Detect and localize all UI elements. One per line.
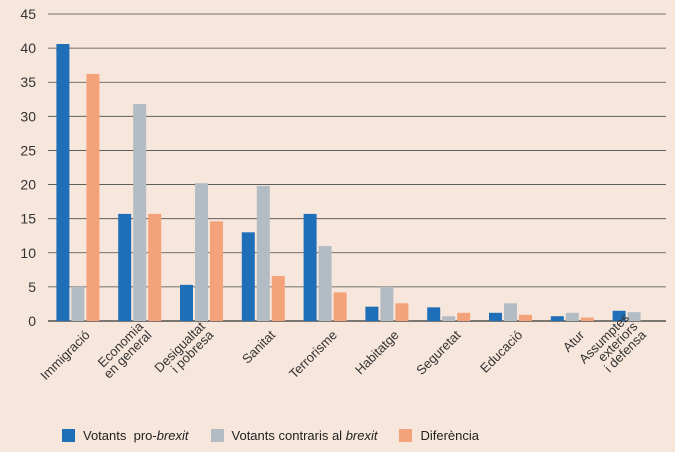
bar [550, 316, 564, 321]
x-tick-label: Habitatge [352, 327, 402, 377]
bar [580, 317, 594, 321]
bar [133, 104, 147, 321]
legend: Votants pro-brexit Votants contraris al b… [62, 428, 501, 443]
legend-label: Votants contraris al brexit [231, 428, 378, 443]
x-tick-label: Terrorisme [286, 327, 340, 381]
bar [519, 314, 532, 321]
x-tick-label: Economiaen general [92, 318, 155, 381]
legend-swatch [210, 429, 224, 442]
bar [180, 284, 193, 321]
legend-item: Votants contraris al brexit [210, 428, 378, 443]
y-tick-label: 45 [20, 6, 36, 22]
legend-swatch [399, 429, 413, 442]
legend-item: Votants pro-brexit [62, 428, 189, 443]
bar [457, 312, 471, 321]
bar [565, 312, 579, 321]
bar [71, 286, 85, 321]
y-tick-label: 40 [20, 40, 36, 56]
x-tick-label: Sanitat [239, 327, 278, 366]
bar [627, 312, 641, 321]
bar [489, 312, 502, 321]
y-tick-label: 25 [20, 142, 36, 158]
bar [442, 316, 456, 321]
bar [195, 183, 208, 321]
x-tick-label: Seguretat [413, 327, 464, 378]
y-tick-label: 0 [28, 313, 36, 329]
legend-swatch [62, 429, 75, 442]
bar [427, 307, 441, 321]
bar [365, 306, 379, 321]
legend-label: Votants pro-brexit [83, 428, 189, 443]
legend-item: Diferència [399, 428, 479, 443]
bar [395, 303, 409, 321]
bar [504, 303, 517, 321]
bar [256, 185, 270, 321]
bar [56, 44, 70, 322]
bar [333, 292, 347, 321]
y-tick-label: 10 [20, 245, 36, 261]
x-tick-label: Educació [477, 327, 525, 375]
legend-label: Diferència [420, 428, 480, 443]
bar [612, 310, 626, 321]
y-tick-label: 5 [28, 279, 36, 295]
bar [148, 213, 162, 321]
y-tick-label: 20 [20, 177, 36, 193]
y-tick-label: 35 [20, 74, 36, 90]
y-tick-label: 30 [20, 108, 36, 124]
bar [303, 213, 317, 321]
x-tick-label: Desigualtati pobresa [151, 318, 217, 384]
bar [210, 221, 223, 321]
bar [318, 245, 332, 321]
x-tick-label: Immigració [37, 327, 93, 383]
bar [380, 286, 394, 321]
bar [86, 74, 100, 321]
bar [241, 232, 255, 321]
bar [118, 213, 132, 321]
y-tick-label: 15 [20, 211, 36, 227]
bar [271, 275, 285, 321]
